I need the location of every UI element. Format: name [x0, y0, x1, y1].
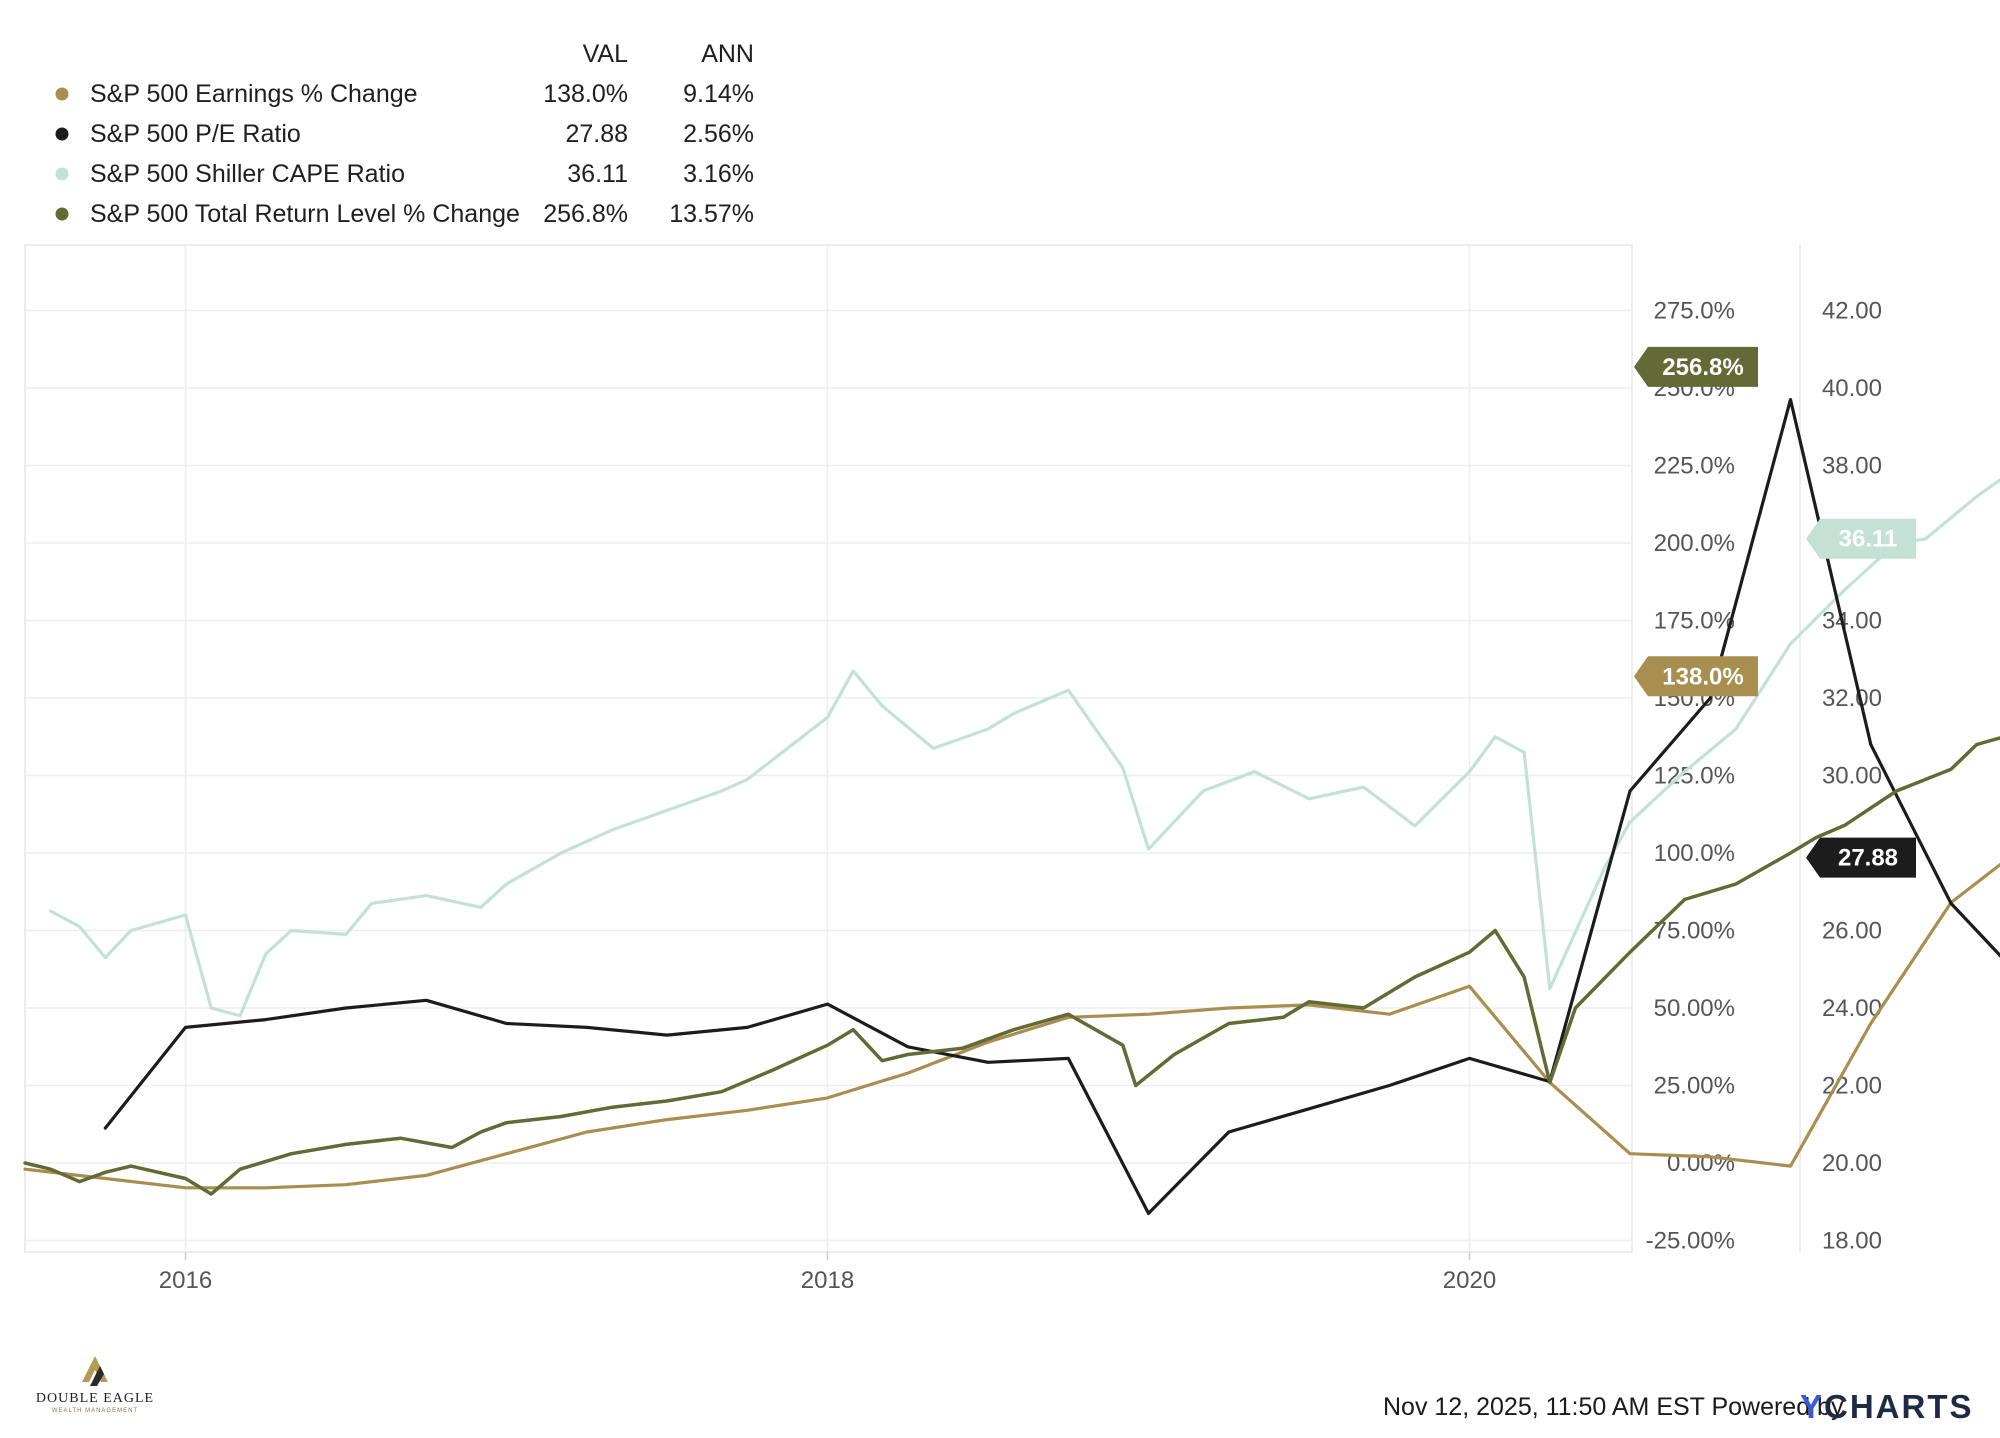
y-left-tick-label: 200.0%	[1654, 530, 1735, 557]
total-return-flag: 256.8%	[1634, 346, 1758, 387]
y-right-tick-label: 38.00	[1822, 453, 1882, 480]
y-right-tick-label: 32.00	[1822, 685, 1882, 712]
y-right-tick-label: 26.00	[1822, 918, 1882, 945]
legend-series-name: S&P 500 Shiller CAPE Ratio	[90, 160, 405, 188]
plot-border	[24, 244, 1633, 1253]
legend-marker	[55, 207, 69, 221]
legend-series-name: S&P 500 P/E Ratio	[90, 120, 301, 148]
legend-series-ann: 3.16%	[683, 160, 754, 188]
legend-series-val: 36.11	[567, 160, 628, 188]
ycharts-logo-y: Y	[1800, 1388, 1825, 1425]
brand-name: DOUBLE EAGLE	[35, 1391, 155, 1406]
total-return-line	[23, 736, 2000, 1196]
x-axis: 20162018202020222024	[159, 1252, 1496, 1294]
x-tick-label: 2020	[1443, 1267, 1496, 1294]
plot-frame	[24, 244, 1801, 1253]
y-right-tick-label: 18.00	[1822, 1228, 1882, 1255]
pe-flag: 27.88	[1806, 837, 1916, 878]
footer-timestamp: Nov 12, 2025, 11:50 AM EST Powered by	[1383, 1393, 1844, 1421]
ycharts-logo[interactable]: YCHARTS	[1800, 1388, 1974, 1426]
legend-series-name: S&P 500 Total Return Level % Change	[90, 200, 520, 228]
y-axis-right: 42.0040.0038.0036.0034.0032.0030.0028.00…	[1822, 298, 1882, 1255]
x-tick-label: 2016	[159, 1267, 212, 1294]
y-left-tick-label: 75.00%	[1654, 918, 1735, 945]
y-left-tick-label: 50.00%	[1654, 995, 1735, 1022]
y-left-tick-label: 100.0%	[1654, 840, 1735, 867]
y-right-tick-label: 34.00	[1822, 608, 1882, 635]
y-axis-left: 275.0%250.0%225.0%200.0%175.0%150.0%125.…	[1646, 298, 1735, 1255]
pe-flag-label: 27.88	[1838, 845, 1898, 872]
legend-series-ann: 9.14%	[683, 80, 754, 108]
cape-flag-shape	[1806, 518, 1916, 559]
series-lines	[23, 398, 2000, 1215]
legend-series-ann: 13.57%	[669, 200, 754, 228]
x-tick-label: 2018	[801, 1267, 854, 1294]
cape-flag-label: 36.11	[1839, 526, 1898, 553]
brand-logo: DOUBLE EAGLE WEALTH MANAGEMENT	[30, 1352, 160, 1422]
legend-col-val: VAL	[583, 40, 628, 68]
legend-series-name: S&P 500 Earnings % Change	[90, 80, 418, 108]
y-left-tick-label: 275.0%	[1654, 298, 1735, 325]
value-flags: 256.8% 138.0% 36.11 27.88	[1634, 346, 1916, 878]
y-right-tick-label: 24.00	[1822, 995, 1882, 1022]
earnings-flag: 138.0%	[1634, 656, 1758, 697]
y-left-tick-label: -25.00%	[1646, 1228, 1735, 1255]
eagle-icon	[82, 1356, 108, 1386]
y-right-tick-label: 42.00	[1822, 298, 1882, 325]
earnings-flag-label: 138.0%	[1662, 663, 1743, 690]
y-right-tick-label: 20.00	[1822, 1150, 1882, 1177]
y-right-tick-label: 40.00	[1822, 375, 1882, 402]
legend: VAL ANN S&P 500 Earnings % Change 138.0% 9.1…	[55, 40, 754, 228]
earnings-line	[23, 862, 2000, 1190]
earnings-flag-shape	[1634, 656, 1758, 697]
cape-ratio-line	[49, 477, 2000, 1018]
ycharts-logo-text: CHARTS	[1824, 1388, 1974, 1425]
legend-series-ann: 2.56%	[683, 120, 754, 148]
legend-marker	[55, 167, 69, 181]
legend-marker	[55, 87, 69, 101]
legend-series-val: 27.88	[565, 120, 628, 148]
y-right-tick-label: 30.00	[1822, 763, 1882, 790]
legend-series-val: 256.8%	[543, 200, 628, 228]
total-return-flag-shape	[1634, 346, 1758, 387]
legend-col-ann: ANN	[701, 40, 754, 68]
pe-flag-shape	[1806, 837, 1916, 878]
y-left-tick-label: 125.0%	[1654, 763, 1735, 790]
y-left-tick-label: 225.0%	[1654, 453, 1735, 480]
y-left-tick-label: 175.0%	[1654, 608, 1735, 635]
legend-marker	[55, 127, 69, 141]
pe-ratio-line	[103, 398, 2000, 1215]
y-left-tick-label: 25.00%	[1654, 1073, 1735, 1100]
cape-flag: 36.11	[1806, 518, 1916, 559]
total-return-flag-label: 256.8%	[1662, 354, 1743, 381]
legend-series-val: 138.0%	[543, 80, 628, 108]
brand-subtitle: WEALTH MANAGEMENT	[51, 1408, 139, 1414]
